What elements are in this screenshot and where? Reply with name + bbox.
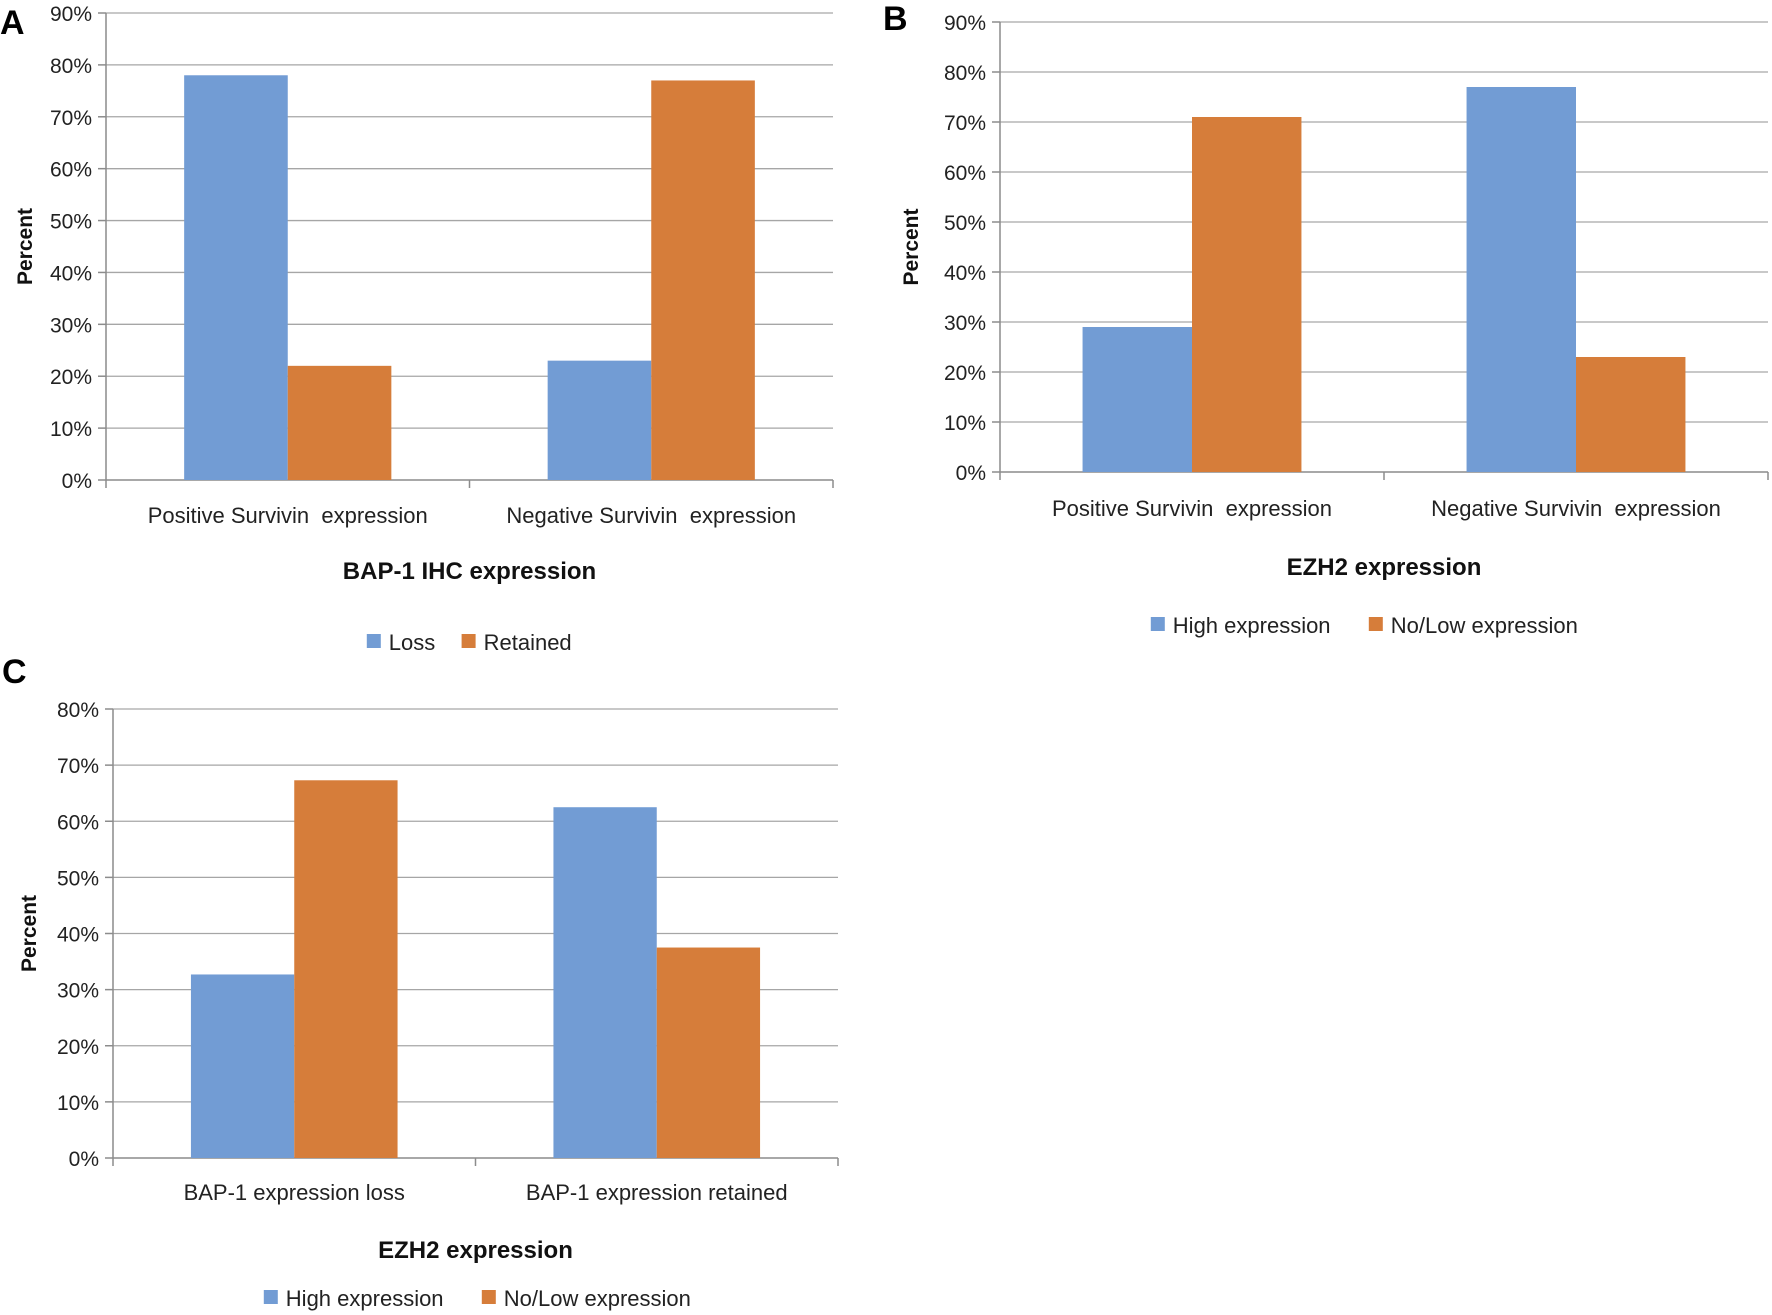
x-category-label: Positive Survivin expression — [148, 503, 428, 528]
y-tick-label: 50% — [944, 212, 986, 235]
legend: Loss Retained — [366, 630, 572, 655]
y-tick-label: 80% — [50, 55, 92, 78]
y-tick-label: 30% — [50, 314, 92, 337]
y-tick-label: 30% — [944, 312, 986, 335]
y-tick-label: 40% — [50, 262, 92, 285]
bar-retained-2 — [651, 80, 755, 480]
x-category-label: Negative Survivin expression — [1431, 496, 1721, 521]
bar-no-low-expression-1 — [294, 780, 398, 1158]
bar-loss-2 — [547, 360, 652, 480]
y-tick-label: 20% — [57, 1036, 99, 1059]
legend-swatch — [1150, 617, 1165, 631]
chart-panel-a: A 0% 10% 20% 30% 40% 50% 60% 70% 80% 90% Positive S… — [0, 3, 834, 655]
bar-high-expression-2 — [553, 807, 657, 1158]
y-tick-label: 70% — [944, 112, 986, 135]
y-tick-label: 20% — [944, 362, 986, 385]
y-tick-label: 90% — [50, 3, 92, 26]
bar-retained-1 — [287, 365, 392, 480]
panel-letter: C — [2, 653, 27, 691]
legend-label: High expression — [1173, 613, 1331, 638]
bar-no-low-expression-2 — [656, 947, 761, 1158]
y-tick-label: 20% — [50, 366, 92, 389]
y-tick-label: 10% — [57, 1092, 99, 1115]
y-tick-label: 30% — [57, 980, 99, 1003]
legend-swatch — [366, 634, 381, 648]
x-category-label: BAP-1 expression retained — [526, 1180, 788, 1205]
x-axis-title: BAP-1 IHC expression — [343, 558, 596, 585]
chart-panel-c: C 0% 10% 20% 30% 40% 50% 60% 70% 80% BAP-1 express… — [2, 653, 839, 1311]
y-tick-label: 10% — [944, 412, 986, 435]
y-tick-label: 80% — [57, 699, 99, 722]
x-category-label: Negative Survivin expression — [506, 503, 796, 528]
y-tick-label: 90% — [944, 12, 986, 35]
bar-loss-1 — [184, 75, 288, 481]
y-tick-label: 50% — [57, 867, 99, 890]
bar-no-low-expression-1 — [1192, 117, 1302, 472]
legend-label: Retained — [484, 630, 572, 655]
legend-swatch — [461, 634, 476, 648]
y-tick-label: 60% — [57, 811, 99, 834]
bar-high-expression-2 — [1466, 87, 1576, 472]
bar-high-expression-1 — [1082, 327, 1192, 472]
x-category-label: Positive Survivin expression — [1052, 496, 1332, 521]
x-axis-title: EZH2 expression — [1287, 554, 1482, 581]
y-tick-label: 80% — [944, 62, 986, 85]
legend-label: High expression — [286, 1286, 444, 1311]
bar-high-expression-1 — [190, 974, 295, 1158]
legend: High expression No/Low expression — [1150, 613, 1578, 638]
y-axis-title: Percent — [14, 208, 37, 285]
y-tick-label: 60% — [944, 162, 986, 185]
y-tick-label: 40% — [944, 262, 986, 285]
legend-label: Loss — [389, 630, 435, 655]
y-tick-label: 0% — [69, 1148, 99, 1171]
chart-panel-b: B 0% 10% 20% 30% 40% 50% 60% 70% 80% 90% Positive S… — [883, 0, 1769, 638]
bar-no-low-expression-2 — [1576, 357, 1686, 472]
panel-letter: A — [0, 4, 25, 42]
x-category-label: BAP-1 expression loss — [184, 1180, 405, 1205]
y-tick-label: 60% — [50, 159, 92, 182]
x-axis-title: EZH2 expression — [378, 1237, 573, 1264]
y-tick-label: 0% — [62, 470, 92, 493]
legend: High expression No/Low expression — [263, 1286, 691, 1311]
y-tick-label: 0% — [956, 462, 986, 485]
panel-letter: B — [883, 0, 908, 38]
y-axis-title: Percent — [18, 895, 41, 972]
y-tick-label: 40% — [57, 924, 99, 947]
y-tick-label: 70% — [57, 755, 99, 778]
y-axis-title: Percent — [900, 208, 923, 285]
y-tick-label: 50% — [50, 211, 92, 234]
y-tick-label: 70% — [50, 107, 92, 130]
legend-label: No/Low expression — [504, 1286, 691, 1311]
y-tick-label: 10% — [50, 418, 92, 441]
legend-swatch — [481, 1290, 496, 1304]
legend-label: No/Low expression — [1391, 613, 1578, 638]
legend-swatch — [263, 1290, 278, 1304]
legend-swatch — [1368, 617, 1383, 631]
